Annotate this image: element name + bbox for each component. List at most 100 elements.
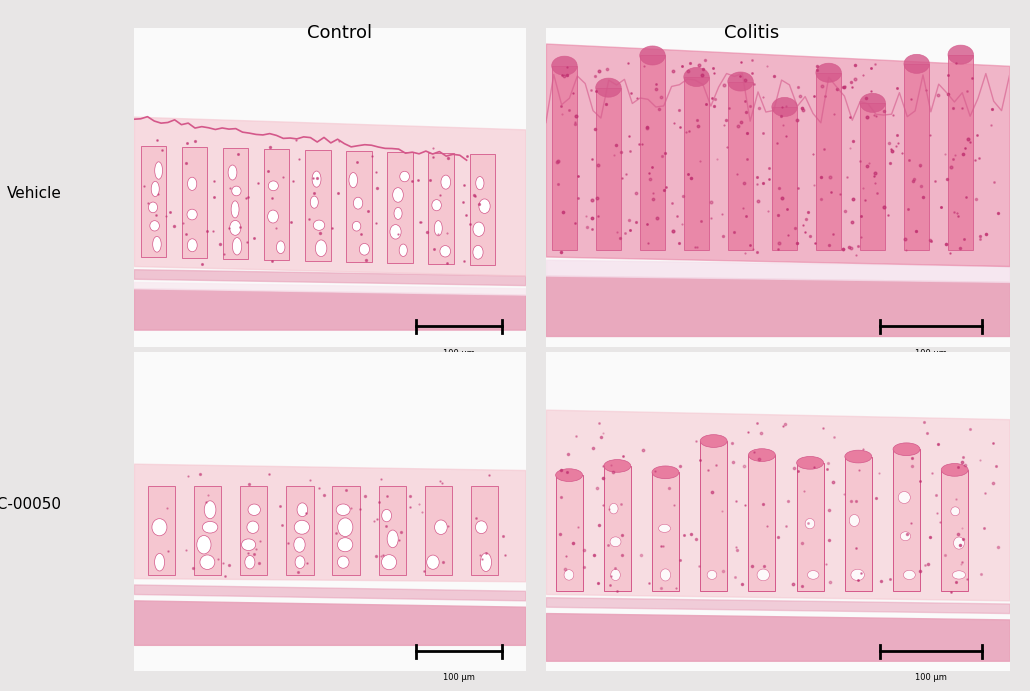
Bar xyxy=(424,486,452,575)
Ellipse shape xyxy=(473,222,484,236)
Ellipse shape xyxy=(903,570,916,580)
Ellipse shape xyxy=(552,56,577,75)
Ellipse shape xyxy=(904,55,929,73)
Ellipse shape xyxy=(294,537,305,552)
Ellipse shape xyxy=(382,509,391,522)
Ellipse shape xyxy=(313,220,324,230)
Ellipse shape xyxy=(247,521,259,533)
Ellipse shape xyxy=(359,243,370,255)
Ellipse shape xyxy=(268,210,278,223)
Ellipse shape xyxy=(435,520,447,534)
Ellipse shape xyxy=(200,555,215,569)
Ellipse shape xyxy=(604,460,630,472)
Text: Control: Control xyxy=(307,24,373,42)
Ellipse shape xyxy=(392,188,404,202)
Bar xyxy=(470,153,495,265)
Ellipse shape xyxy=(898,491,911,504)
Ellipse shape xyxy=(652,466,679,479)
Ellipse shape xyxy=(387,530,399,548)
Ellipse shape xyxy=(473,245,483,259)
Bar xyxy=(555,475,583,591)
Ellipse shape xyxy=(595,78,621,97)
Ellipse shape xyxy=(845,451,871,463)
Ellipse shape xyxy=(564,569,574,580)
Ellipse shape xyxy=(610,503,618,514)
Ellipse shape xyxy=(338,538,353,551)
Bar xyxy=(471,486,499,575)
Ellipse shape xyxy=(771,97,797,117)
Ellipse shape xyxy=(951,507,960,515)
Ellipse shape xyxy=(893,443,920,455)
Bar xyxy=(860,103,886,250)
Ellipse shape xyxy=(435,220,442,236)
Bar xyxy=(816,73,842,250)
Ellipse shape xyxy=(749,448,776,462)
Bar xyxy=(845,457,871,591)
Ellipse shape xyxy=(187,239,197,252)
Ellipse shape xyxy=(708,570,717,580)
Bar xyxy=(333,486,359,575)
Ellipse shape xyxy=(152,236,162,252)
Ellipse shape xyxy=(151,181,160,197)
Ellipse shape xyxy=(248,504,261,515)
Ellipse shape xyxy=(390,225,401,239)
Ellipse shape xyxy=(440,245,450,257)
Ellipse shape xyxy=(684,68,710,86)
Ellipse shape xyxy=(276,241,285,254)
Ellipse shape xyxy=(816,63,842,82)
Bar xyxy=(194,486,221,575)
Bar xyxy=(428,153,454,264)
Ellipse shape xyxy=(611,569,620,580)
Bar xyxy=(904,64,929,250)
Bar xyxy=(378,486,406,575)
Ellipse shape xyxy=(658,524,671,532)
Bar xyxy=(305,150,331,261)
Ellipse shape xyxy=(197,536,211,554)
Bar xyxy=(684,77,710,250)
Ellipse shape xyxy=(757,569,769,580)
Text: 100 μm: 100 μm xyxy=(443,349,475,358)
Ellipse shape xyxy=(850,515,859,527)
Bar xyxy=(240,486,268,575)
Ellipse shape xyxy=(230,220,241,236)
Bar xyxy=(552,66,577,250)
Bar xyxy=(749,455,776,591)
Text: Vehicle: Vehicle xyxy=(7,186,62,201)
Ellipse shape xyxy=(394,207,402,220)
Bar xyxy=(893,449,920,591)
Ellipse shape xyxy=(941,464,968,476)
Bar xyxy=(652,473,679,591)
Text: Colitis: Colitis xyxy=(724,24,780,42)
Bar xyxy=(796,463,824,591)
Ellipse shape xyxy=(796,457,824,469)
Ellipse shape xyxy=(297,503,308,517)
Ellipse shape xyxy=(232,186,241,196)
Ellipse shape xyxy=(148,202,158,213)
Ellipse shape xyxy=(187,209,197,220)
Text: UAMC-00050: UAMC-00050 xyxy=(0,497,62,512)
Ellipse shape xyxy=(187,177,197,191)
Ellipse shape xyxy=(728,72,753,91)
Bar xyxy=(286,486,313,575)
Ellipse shape xyxy=(338,556,349,568)
Ellipse shape xyxy=(310,196,318,208)
Ellipse shape xyxy=(154,162,163,179)
Ellipse shape xyxy=(353,197,363,209)
Bar xyxy=(595,88,621,250)
Ellipse shape xyxy=(426,555,439,569)
Ellipse shape xyxy=(660,569,671,581)
Ellipse shape xyxy=(204,501,216,519)
Ellipse shape xyxy=(808,571,819,579)
Ellipse shape xyxy=(349,173,357,188)
Bar xyxy=(604,466,630,591)
Ellipse shape xyxy=(149,220,160,231)
Ellipse shape xyxy=(860,93,886,113)
Bar xyxy=(700,441,727,591)
Ellipse shape xyxy=(700,435,727,447)
Bar xyxy=(728,82,753,250)
Bar xyxy=(640,55,665,250)
Ellipse shape xyxy=(202,522,217,533)
Text: 100 μm: 100 μm xyxy=(915,674,947,683)
Ellipse shape xyxy=(152,519,167,536)
Ellipse shape xyxy=(954,537,964,549)
